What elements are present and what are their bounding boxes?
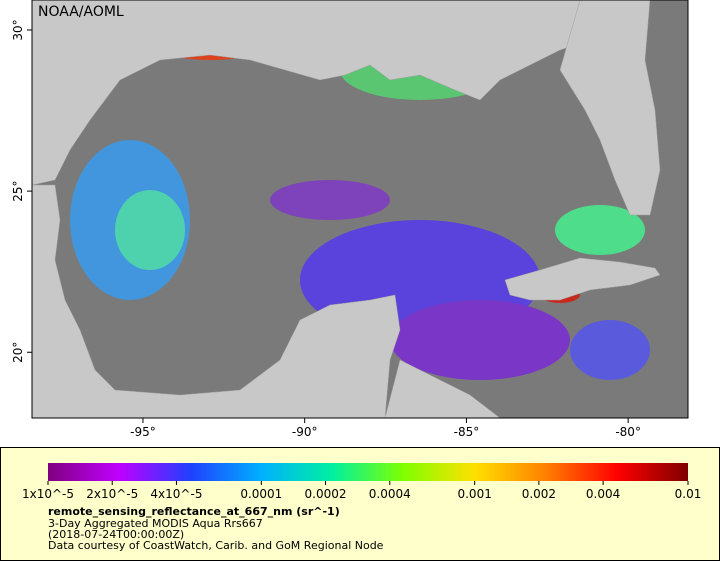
colorbar-tick-label: 0.0004 <box>369 487 411 501</box>
colorbar-tick-label: 0.0001 <box>240 487 282 501</box>
colorbar-tick-label: 2x10^-5 <box>86 487 138 501</box>
colorbar-tick-label: 0.001 <box>457 487 491 501</box>
colorbar-ticks: 1x10^-5 2x10^-5 4x10^-5 0.0001 0.0002 0.0004 0… <box>22 481 701 501</box>
legend-line: (2018-07-24T00:00:00Z) <box>48 528 184 541</box>
map: NOAA/AOML <box>32 0 688 418</box>
colorbar-tick-label: 0.002 <box>522 487 556 501</box>
map-frame <box>31 0 689 419</box>
x-tick-label: -85° <box>454 425 480 439</box>
colorbar-tick-label: 1x10^-5 <box>22 487 74 501</box>
atlantic <box>648 0 688 220</box>
y-tick-label: 20° <box>11 342 25 363</box>
x-tick-label: -95° <box>130 425 156 439</box>
x-tick-label: -80° <box>615 425 641 439</box>
land <box>32 0 661 418</box>
y-tick-label: 30° <box>11 19 25 40</box>
watermark: NOAA/AOML <box>38 4 124 20</box>
colorbar <box>48 463 688 481</box>
axes: -95° -90° -85° -80° 20° 25° 30° <box>11 19 641 439</box>
colorbar-tick-label: 0.01 <box>675 487 702 501</box>
legend-line: Data courtesy of CoastWatch, Carib. and … <box>48 539 384 552</box>
colorbar-tick-label: 4x10^-5 <box>150 487 202 501</box>
legend-title: remote_sensing_reflectance_at_667_nm (sr… <box>48 505 340 518</box>
colorbar-tick-label: 0.004 <box>586 487 620 501</box>
legend-line: 3-Day Aggregated MODIS Aqua Rrs667 <box>48 517 263 530</box>
y-tick-label: 25° <box>11 180 25 201</box>
colorbar-tick-label: 0.0002 <box>305 487 347 501</box>
x-tick-label: -90° <box>292 425 318 439</box>
